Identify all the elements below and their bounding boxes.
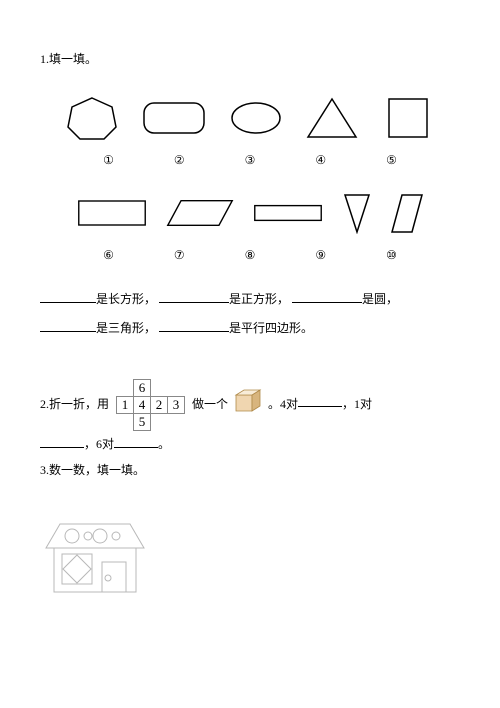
label-row-2: ⑥ ⑦ ⑧ ⑨ ⑩ (40, 248, 460, 263)
shape-parallelogram-tall (390, 190, 424, 236)
q2-wrap: 2.折一折，用 6 1 4 2 3 5 做一个 (40, 379, 460, 457)
blank-6dui[interactable] (114, 435, 158, 448)
label-10: ⑩ (386, 248, 397, 263)
shape-row-1 (40, 95, 460, 141)
q1-title: 1.填一填。 (40, 50, 460, 67)
label-7: ⑦ (174, 248, 185, 263)
blank-square[interactable] (159, 290, 229, 303)
label-9: ⑨ (315, 248, 326, 263)
q3-title: 3.数一数，填一填。 (40, 461, 460, 478)
net-top: 6 (134, 379, 151, 396)
label-3: ③ (245, 153, 256, 168)
net-bottom: 5 (134, 413, 151, 430)
shape-row-2 (40, 190, 460, 236)
q2-mid2: 。4对 (268, 396, 298, 410)
text-rect: 是长方形， (96, 292, 156, 306)
q2-prefix: 2.折一折，用 (40, 396, 109, 410)
label-1: ① (103, 153, 114, 168)
shape-square (378, 95, 438, 141)
cube-icon (234, 387, 262, 422)
blank-para[interactable] (159, 319, 229, 332)
text-triangle: 是三角形， (96, 321, 156, 335)
shape-rectangle-flat (252, 190, 324, 236)
q2-end2: 。 (158, 437, 170, 451)
label-6: ⑥ (103, 248, 114, 263)
label-4: ④ (315, 153, 326, 168)
shape-heptagon (62, 95, 122, 141)
net-right2: 3 (168, 396, 185, 413)
worksheet-page: 1.填一填。 ① ② (0, 0, 500, 708)
blank-4dui[interactable] (298, 394, 342, 407)
shape-parallelogram (164, 190, 236, 236)
net-left: 1 (117, 396, 134, 413)
q2-mid3: ，1对 (342, 396, 372, 410)
text-para: 是平行四边形。 (229, 321, 313, 335)
label-row-1: ① ② ③ ④ ⑤ (40, 153, 460, 168)
text-square: 是正方形， (229, 292, 289, 306)
label-8: ⑧ (245, 248, 256, 263)
label-5: ⑤ (386, 153, 397, 168)
shape-rounded-rect (138, 95, 210, 141)
blank-rect[interactable] (40, 290, 96, 303)
net-right1: 2 (151, 396, 168, 413)
blank-triangle[interactable] (40, 319, 96, 332)
house-figure (40, 488, 460, 602)
blank-circle[interactable] (292, 290, 362, 303)
cross-net: 6 1 4 2 3 5 (116, 379, 185, 431)
label-2: ② (174, 153, 185, 168)
shape-inverted-triangle (340, 190, 374, 236)
blank-1dui[interactable] (40, 435, 84, 448)
shape-rectangle-long (76, 190, 148, 236)
net-center: 4 (134, 396, 151, 413)
shape-ellipse (226, 95, 286, 141)
q2-mid1: 做一个 (192, 396, 228, 410)
shape-triangle (302, 95, 362, 141)
q1-fill-text: 是长方形， 是正方形， 是圆， 是三角形， 是平行四边形。 (40, 285, 460, 343)
text-circle: 是圆， (362, 292, 398, 306)
q2-end1: ，6对 (84, 437, 114, 451)
